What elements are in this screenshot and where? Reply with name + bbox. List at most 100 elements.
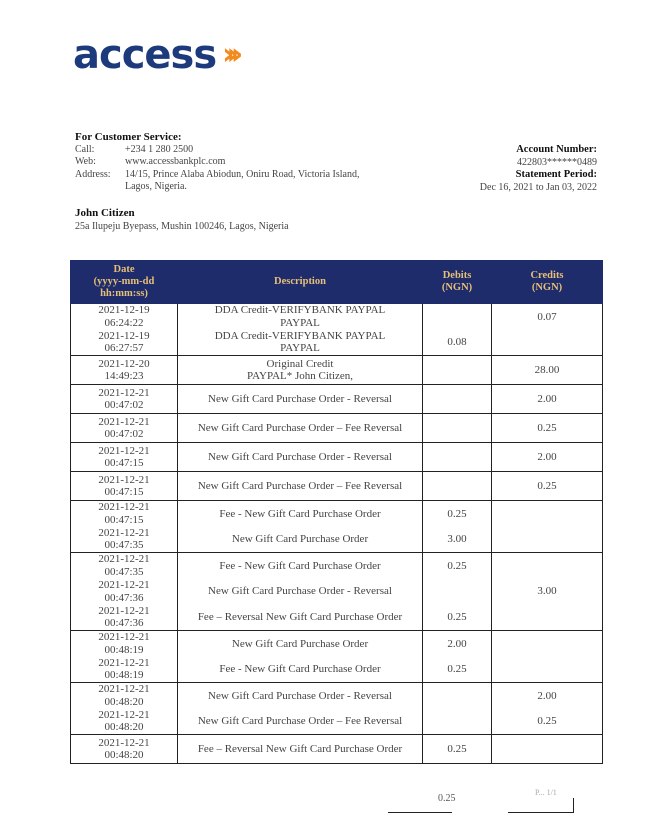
date-cell: 2021-12-21 00:47:02 bbox=[70, 413, 178, 443]
description-cell: Fee - New Gift Card Purchase Order bbox=[177, 656, 423, 683]
table-row: 2021-12-21 00:47:02 New Gift Card Purchase… bbox=[70, 384, 603, 414]
account-number: 422803******0489 bbox=[517, 156, 597, 168]
customer-service-block: For Customer Service: Call: +234 1 280 25… bbox=[75, 131, 395, 194]
table-row: 2021-12-21 00:47:15 Fee - New Gift Card Pu… bbox=[70, 500, 603, 527]
table-row: 2021-12-21 00:47:02 New Gift Card Purchase… bbox=[70, 413, 603, 443]
debit-cell bbox=[422, 384, 492, 414]
call-value: +234 1 280 2500 bbox=[125, 143, 194, 155]
header-debits: Debits (NGN) bbox=[422, 260, 492, 304]
credit-cell bbox=[491, 329, 603, 356]
customer-service-title: For Customer Service: bbox=[75, 131, 182, 143]
table-row: 2021-12-19 06:24:22 DDA Credit-VERIFYBANK … bbox=[70, 303, 603, 330]
description-cell: Fee - New Gift Card Purchase Order bbox=[177, 500, 423, 527]
credit-cell: 28.00 bbox=[491, 355, 603, 385]
web-label: Web: bbox=[75, 156, 96, 167]
debit-cell: 0.25 bbox=[422, 604, 492, 631]
table-row: 2021-12-21 00:48:19 New Gift Card Purchase… bbox=[70, 630, 603, 657]
description-cell: New Gift Card Purchase Order – Fee Rever… bbox=[177, 708, 423, 735]
credit-cell: 0.25 bbox=[491, 708, 603, 735]
debit-cell bbox=[422, 708, 492, 735]
debit-cell: 0.25 bbox=[422, 552, 492, 579]
table-row: 2021-12-21 00:48:20 Fee – Reversal New Gif… bbox=[70, 734, 603, 764]
description-cell: New Gift Card Purchase Order - Reversal bbox=[177, 384, 423, 414]
date-cell: 2021-12-19 06:27:57 bbox=[70, 329, 178, 356]
debit-cell bbox=[422, 303, 492, 330]
debit-cell: 0.08 bbox=[422, 329, 492, 356]
debit-cell: 0.25 bbox=[422, 734, 492, 764]
description-cell: Fee – Reversal New Gift Card Purchase Or… bbox=[177, 604, 423, 631]
description-cell: New Gift Card Purchase Order - Reversal bbox=[177, 682, 423, 709]
table-row: 2021-12-21 00:47:35 Fee - New Gift Card Pu… bbox=[70, 552, 603, 631]
header-credits: Credits (NGN) bbox=[491, 260, 603, 304]
credit-cell: 0.25 bbox=[491, 471, 603, 501]
date-cell: 2021-12-21 00:47:36 bbox=[70, 578, 178, 605]
table-row: 2021-12-21 00:48:20 New Gift Card Purchase… bbox=[70, 682, 603, 709]
credit-cell bbox=[491, 656, 603, 683]
table-row: 2021-12-21 00:47:15 New Gift Card Purchase… bbox=[70, 442, 603, 472]
debit-cell bbox=[422, 682, 492, 709]
date-cell: 2021-12-21 00:48:20 bbox=[70, 734, 178, 764]
date-cell: 2021-12-21 00:48:20 bbox=[70, 682, 178, 709]
credit-cell: 3.00 bbox=[491, 552, 603, 631]
address-line2: Lagos, Nigeria. bbox=[125, 181, 187, 192]
table-row: 2021-12-21 00:48:19 Fee - New Gift Card Pu… bbox=[70, 656, 603, 683]
header-date: Date (yyyy-mm-dd hh:mm:ss) bbox=[70, 260, 178, 304]
customer-block: John Citizen 25a Ilupeju Byepass, Mushin… bbox=[75, 207, 289, 233]
transactions-table: Date (yyyy-mm-dd hh:mm:ss) Description Deb… bbox=[70, 260, 603, 764]
description-cell: Original Credit PAYPAL* John Citizen, bbox=[177, 355, 423, 385]
table-header: Date (yyyy-mm-dd hh:mm:ss) Description Deb… bbox=[70, 260, 603, 304]
access-bank-logo: access ››› bbox=[73, 32, 243, 78]
web-link[interactable]: www.accessbankplc.com bbox=[125, 156, 226, 167]
credit-cell bbox=[491, 526, 603, 553]
logo-chevrons-icon: ››› bbox=[222, 37, 243, 72]
debit-cell bbox=[422, 355, 492, 385]
description-cell: DDA Credit-VERIFYBANK PAYPAL PAYPAL bbox=[177, 303, 423, 330]
address-label: Address: bbox=[75, 168, 111, 180]
header-description: Description bbox=[177, 260, 423, 304]
debit-cell bbox=[422, 578, 492, 605]
credit-cell: 2.00 bbox=[491, 682, 603, 709]
table-row: 2021-12-20 14:49:23 Original Credit PAYPAL*… bbox=[70, 355, 603, 385]
description-cell: New Gift Card Purchase Order - Reversal bbox=[177, 578, 423, 605]
account-number-label: Account Number: bbox=[516, 144, 597, 155]
debit-cell bbox=[422, 442, 492, 472]
debit-cell bbox=[422, 413, 492, 443]
statement-period: Dec 16, 2021 to Jan 03, 2022 bbox=[479, 181, 597, 193]
table-row: 2021-12-21 00:47:36 Fee – Reversal New Gif… bbox=[70, 604, 603, 631]
debit-cell bbox=[422, 471, 492, 501]
description-cell: Fee - New Gift Card Purchase Order bbox=[177, 552, 423, 579]
date-cell: 2021-12-21 00:48:19 bbox=[70, 630, 178, 657]
table-row: 2021-12-21 00:47:15 New Gift Card Purchase… bbox=[70, 471, 603, 501]
debit-cell: 0.25 bbox=[422, 656, 492, 683]
date-cell: 2021-12-21 00:47:15 bbox=[70, 471, 178, 501]
date-cell: 2021-12-21 00:47:15 bbox=[70, 442, 178, 472]
credit-cell bbox=[491, 500, 603, 527]
date-cell: 2021-12-21 00:48:20 bbox=[70, 708, 178, 735]
debit-cell: 3.00 bbox=[422, 526, 492, 553]
debit-cell: 0.25 bbox=[422, 500, 492, 527]
table-body: 2021-12-19 06:24:22 DDA Credit-VERIFYBANK … bbox=[70, 303, 603, 764]
divider bbox=[573, 798, 574, 812]
call-label: Call: bbox=[75, 143, 95, 155]
date-cell: 2021-12-19 06:24:22 bbox=[70, 303, 178, 330]
description-cell: New Gift Card Purchase Order bbox=[177, 526, 423, 553]
description-cell: Fee – Reversal New Gift Card Purchase Or… bbox=[177, 734, 423, 764]
date-cell: 2021-12-21 00:48:19 bbox=[70, 656, 178, 683]
table-row: 2021-12-21 00:47:35 New Gift Card Purchase… bbox=[70, 526, 603, 553]
description-cell: New Gift Card Purchase Order – Fee Rever… bbox=[177, 413, 423, 443]
date-cell: 2021-12-21 00:47:35 bbox=[70, 526, 178, 553]
footer-total: 0.25 bbox=[438, 793, 456, 804]
credit-cell bbox=[491, 734, 603, 764]
table-row: 2021-12-19 06:27:57 DDA Credit-VERIFYBANK … bbox=[70, 329, 603, 356]
logo-wordmark: access bbox=[73, 32, 217, 78]
credit-cell: 2.00 bbox=[491, 442, 603, 472]
description-cell: DDA Credit-VERIFYBANK PAYPAL PAYPAL bbox=[177, 329, 423, 356]
credit-cell: 0.07 bbox=[491, 303, 603, 330]
page-number: P... 1/1 bbox=[535, 788, 557, 797]
statement-period-label: Statement Period: bbox=[515, 169, 597, 180]
table-row: 2021-12-21 00:47:36 New Gift Card Purchase… bbox=[70, 578, 603, 605]
divider bbox=[508, 812, 574, 813]
address-line1: 14/15, Prince Alaba Abiodun, Oniru Road,… bbox=[125, 168, 360, 180]
date-cell: 2021-12-20 14:49:23 bbox=[70, 355, 178, 385]
customer-address: 25a Ilupeju Byepass, Mushin 100246, Lago… bbox=[75, 221, 289, 232]
